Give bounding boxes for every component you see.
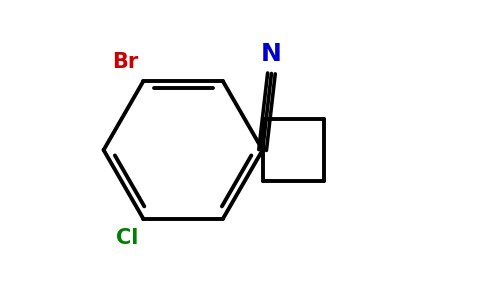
Text: Cl: Cl — [116, 228, 138, 248]
Text: Br: Br — [112, 52, 138, 72]
Text: N: N — [261, 42, 282, 66]
